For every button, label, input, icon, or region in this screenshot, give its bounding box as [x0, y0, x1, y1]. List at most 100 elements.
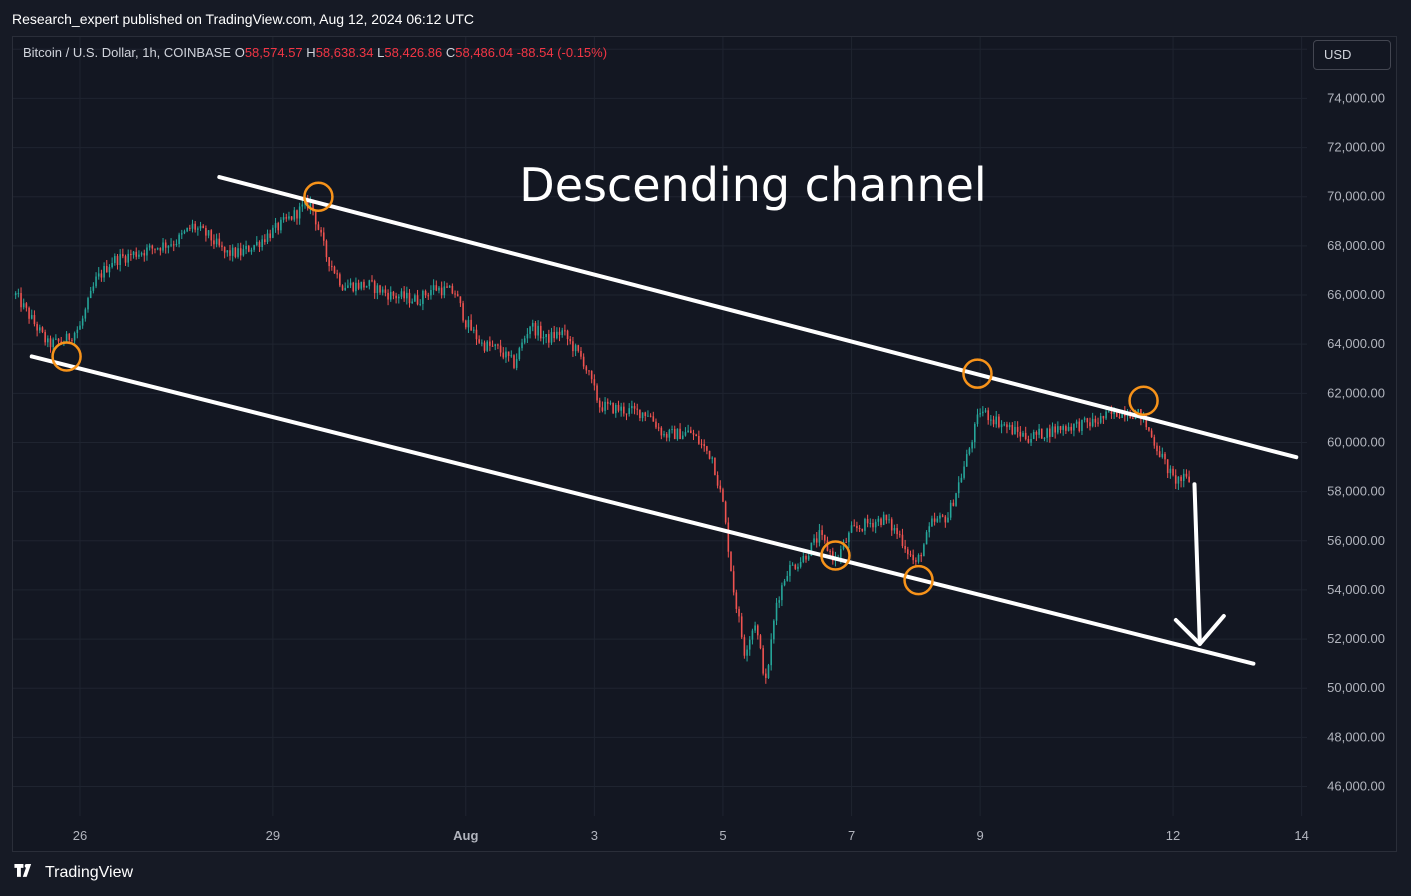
- tradingview-logo[interactable]: TradingView: [13, 864, 133, 882]
- candle-body: [282, 217, 285, 220]
- candle-body: [585, 366, 588, 371]
- candle-body: [180, 233, 183, 235]
- candle-body: [349, 282, 352, 286]
- candle-body: [357, 282, 360, 289]
- x-tick-label: 12: [1166, 828, 1180, 843]
- candle-body: [269, 233, 271, 238]
- candle-body: [470, 319, 472, 331]
- candle-body: [435, 285, 438, 291]
- candle-body: [239, 248, 242, 256]
- candle-body: [955, 493, 957, 506]
- candle-body: [481, 342, 483, 344]
- candle-body: [1161, 453, 1164, 458]
- candle-body: [931, 518, 933, 527]
- candle-body: [322, 232, 325, 241]
- candle-body: [138, 254, 140, 257]
- candle-body: [949, 502, 952, 518]
- candle-body: [400, 291, 403, 297]
- candle-body: [561, 330, 564, 336]
- touch-marker: [820, 540, 851, 571]
- candle-body: [116, 256, 119, 266]
- candle-body: [783, 580, 786, 586]
- candle-body: [41, 327, 44, 333]
- candle-body: [939, 515, 941, 519]
- candle-body: [1148, 427, 1150, 431]
- candle-body: [727, 522, 730, 552]
- candle-body: [408, 292, 411, 304]
- y-tick-label: 56,000.00: [1327, 533, 1385, 548]
- candle-body: [550, 332, 553, 343]
- footer-bar: [0, 852, 1411, 896]
- candle-body: [941, 515, 944, 517]
- candle-body: [100, 273, 103, 278]
- candle-body: [314, 211, 317, 225]
- x-axis: 26 29 Aug 3 5 7 9 12 14: [73, 828, 1309, 843]
- x-tick-label: 5: [719, 828, 726, 843]
- candle-body: [1164, 453, 1166, 460]
- candle-body: [984, 410, 987, 412]
- candle-body: [840, 549, 842, 558]
- candle-body: [491, 345, 494, 347]
- candle-body: [280, 219, 282, 231]
- candle-body: [700, 443, 703, 445]
- candle-body: [127, 253, 130, 263]
- candle-body: [395, 295, 397, 299]
- candle-body: [807, 555, 810, 560]
- candle-body: [183, 231, 186, 234]
- candle-body: [210, 230, 213, 241]
- candle-body: [866, 518, 869, 524]
- candle-body: [623, 406, 625, 414]
- candle-body: [631, 406, 633, 409]
- y-tick-label: 46,000.00: [1327, 779, 1385, 794]
- candle-body: [191, 223, 194, 229]
- candle-body: [293, 210, 296, 220]
- x-tick-label: Aug: [453, 828, 478, 843]
- candle-body: [673, 428, 676, 439]
- candle-body: [71, 339, 73, 341]
- y-tick-label: 70,000.00: [1327, 189, 1385, 204]
- candle-body: [957, 482, 960, 494]
- candle-body: [392, 291, 395, 296]
- candle-body: [722, 489, 724, 502]
- candle-body: [231, 247, 234, 256]
- candle-body: [376, 285, 379, 294]
- candle-body: [1008, 424, 1011, 428]
- candle-body: [681, 435, 684, 440]
- candle-body: [614, 404, 617, 414]
- candle-body: [716, 475, 719, 486]
- candle-body: [856, 525, 858, 529]
- candle-body: [1049, 428, 1051, 437]
- candle-body: [920, 554, 923, 557]
- candle-body: [1166, 459, 1169, 474]
- candle-body: [907, 549, 909, 555]
- candle-body: [944, 516, 947, 523]
- candle-body: [119, 254, 121, 266]
- candle-body: [464, 320, 467, 328]
- candle-body: [815, 538, 818, 543]
- candle-body: [518, 348, 521, 360]
- currency-button[interactable]: USD: [1313, 40, 1391, 70]
- candle-body: [296, 210, 298, 219]
- candle-body: [298, 206, 301, 219]
- candle-body: [695, 434, 697, 436]
- candle-body: [81, 318, 84, 326]
- candle-body: [456, 294, 459, 297]
- candle-body: [135, 251, 138, 257]
- candle-body: [751, 630, 754, 640]
- y-tick-label: 54,000.00: [1327, 582, 1385, 597]
- candle-body: [609, 402, 612, 404]
- candle-body: [655, 421, 657, 428]
- candle-body: [971, 442, 973, 449]
- candle-body: [162, 242, 164, 251]
- candle-body: [416, 295, 419, 305]
- candle-body: [869, 523, 872, 525]
- candle-body: [657, 427, 660, 429]
- close-label: C: [445, 45, 456, 60]
- candle-body: [754, 625, 756, 631]
- candle-body: [317, 224, 320, 230]
- candle-body: [108, 267, 111, 273]
- candle-body: [539, 325, 542, 339]
- candle-body: [89, 290, 92, 299]
- candle-body: [47, 338, 49, 343]
